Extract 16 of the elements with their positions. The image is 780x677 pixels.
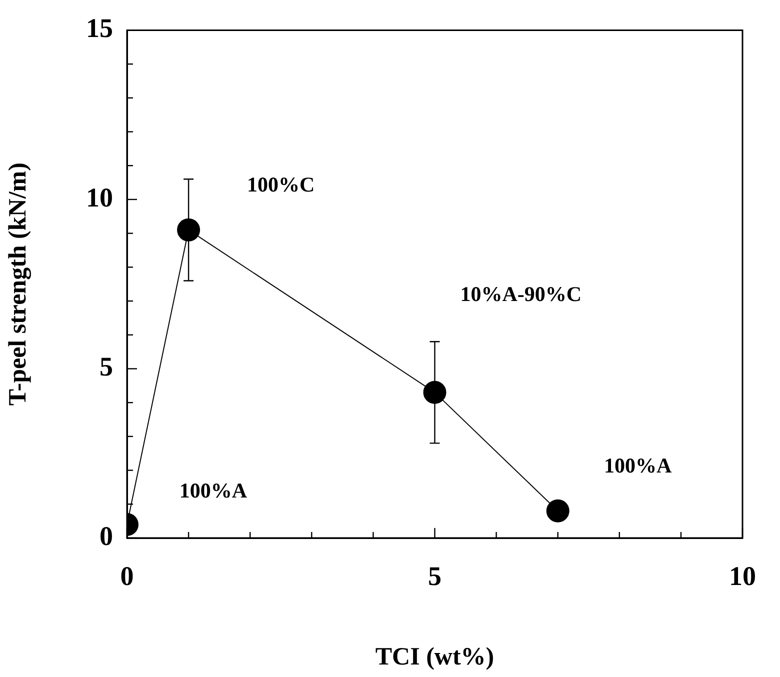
- annotation: 100%C: [247, 172, 315, 197]
- x-tick-label: 10: [729, 561, 756, 592]
- point: [177, 218, 200, 242]
- y-tick-label: 10: [86, 182, 113, 212]
- y-tick-label: 0: [100, 520, 113, 551]
- x-tick-label: 0: [120, 561, 134, 592]
- x-tick-label: 5: [428, 561, 442, 592]
- point: [423, 380, 446, 404]
- annotation: 10%A-90%C: [460, 282, 582, 306]
- annotation: 100%A: [604, 453, 673, 478]
- point: [546, 499, 570, 522]
- x-axis-title: TCI (wt%): [375, 643, 494, 670]
- y-tick-label: 5: [100, 352, 113, 382]
- y-axis-title: T-peel strength (kN/m): [4, 162, 32, 406]
- annotation: 100%A: [179, 478, 248, 503]
- y-tick-label: 15: [86, 13, 113, 44]
